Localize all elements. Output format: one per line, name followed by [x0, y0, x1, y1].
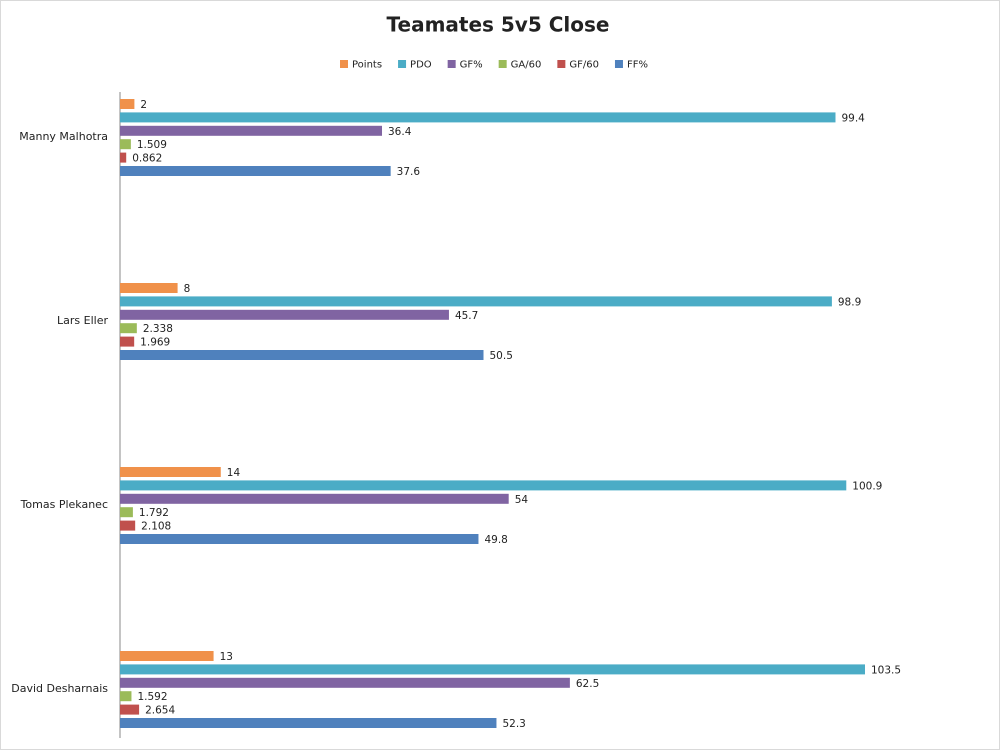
value-label: 100.9 — [852, 480, 882, 492]
value-label: 8 — [184, 283, 191, 295]
value-label: 14 — [227, 467, 241, 479]
bar — [120, 350, 484, 360]
bar — [120, 125, 383, 136]
bar — [120, 534, 479, 544]
value-label: 98.9 — [838, 296, 861, 308]
legend-swatch — [557, 60, 566, 68]
bar — [120, 467, 221, 477]
bar — [120, 704, 140, 715]
bar — [120, 480, 847, 491]
y-tick-label: David Desharnais — [11, 682, 108, 695]
value-label: 36.4 — [388, 126, 412, 138]
bar — [120, 152, 127, 163]
bar — [120, 664, 865, 675]
value-label: 2.338 — [143, 323, 173, 335]
y-tick-label: Tomas Plekanec — [20, 498, 108, 511]
legend-swatch — [447, 60, 456, 68]
bar — [120, 718, 497, 728]
bar — [120, 296, 832, 307]
bar — [120, 507, 133, 518]
value-label: 37.6 — [397, 166, 421, 178]
value-label: 1.592 — [137, 691, 167, 703]
bar — [120, 336, 135, 347]
legend-label: GF/60 — [569, 60, 599, 71]
bar — [120, 323, 137, 334]
bar — [120, 99, 135, 109]
value-label: 2.654 — [145, 705, 175, 717]
legend-label: GA/60 — [511, 60, 542, 71]
value-label: 0.862 — [132, 153, 162, 165]
value-label: 1.792 — [139, 507, 169, 519]
legend-label: PDO — [410, 60, 432, 71]
y-tick-label: Manny Malhotra — [19, 130, 108, 143]
value-label: 99.4 — [841, 112, 865, 124]
legend-label: FF% — [627, 60, 648, 71]
value-label: 1.969 — [140, 337, 170, 349]
bar — [120, 112, 836, 123]
value-label: 54 — [515, 494, 529, 506]
legend-label: Points — [352, 60, 382, 71]
value-label: 50.5 — [490, 350, 513, 362]
value-label: 62.5 — [576, 678, 599, 690]
bar — [120, 677, 570, 688]
legend-swatch — [498, 60, 507, 68]
value-label: 49.8 — [484, 534, 507, 546]
y-tick-label: Lars Eller — [57, 314, 108, 327]
legend-swatch — [340, 60, 348, 68]
bar — [120, 651, 214, 661]
legend-swatch — [398, 60, 407, 68]
chart-title: Teamates 5v5 Close — [387, 13, 610, 37]
value-label: 45.7 — [455, 310, 478, 322]
bar — [120, 139, 131, 150]
legend-label: GF% — [460, 60, 483, 71]
bar — [120, 520, 136, 531]
bar — [120, 283, 178, 293]
bar — [120, 309, 449, 320]
bar — [120, 166, 391, 176]
value-label: 52.3 — [502, 718, 525, 730]
bar — [120, 493, 509, 504]
value-label: 13 — [220, 651, 233, 663]
value-label: 2 — [140, 99, 147, 111]
value-label: 2.108 — [141, 521, 171, 533]
value-label: 103.5 — [871, 664, 901, 676]
bar — [120, 691, 132, 702]
value-label: 1.509 — [137, 139, 167, 151]
legend-swatch — [614, 60, 623, 68]
